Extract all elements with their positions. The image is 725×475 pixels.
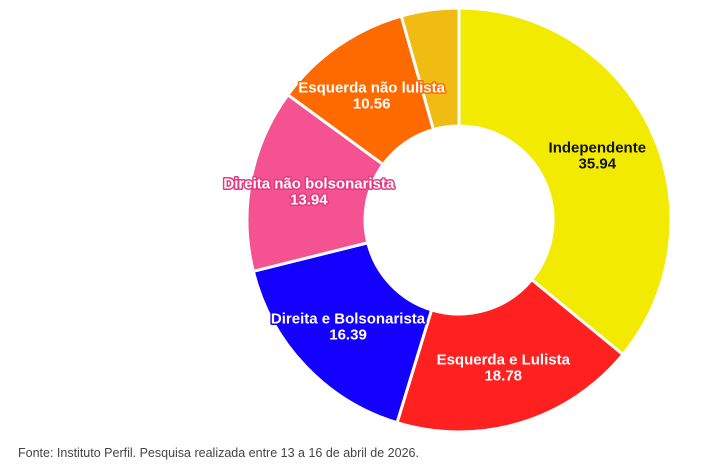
slice-label-direita-e-bolsonarista: Direita e Bolsonarista — [271, 310, 426, 327]
slice-direita-e-bolsonarista — [251, 241, 434, 425]
slice-independente — [457, 6, 673, 357]
slice-value-esquerda-nao-lulista: 10.56 — [353, 95, 391, 112]
slice-label-independente: Independente — [549, 140, 647, 157]
slice-label-esquerda-nao-lulista: Esquerda não lulista — [298, 79, 445, 96]
slice-label-direita-nao-bolsonarista: Direita não bolsonarista — [223, 176, 395, 193]
slice-value-independente: 35.94 — [579, 156, 617, 173]
slice-value-direita-nao-bolsonarista: 13.94 — [290, 192, 328, 209]
source-note: Fonte: Instituto Perfil. Pesquisa realiz… — [18, 446, 419, 460]
slice-direita-nao-bolsonarista — [245, 93, 385, 273]
slice-label-esquerda-e-lulista: Esquerda e Lulista — [437, 351, 571, 368]
slice-value-direita-e-bolsonarista: 16.39 — [329, 326, 367, 343]
slice-other — [399, 6, 461, 132]
slice-esquerda-e-lulista — [395, 278, 625, 434]
donut-chart: Independente 35.94 Esquerda e Lulista 18.78… — [222, 6, 673, 434]
slice-value-esquerda-e-lulista: 18.78 — [484, 367, 522, 384]
